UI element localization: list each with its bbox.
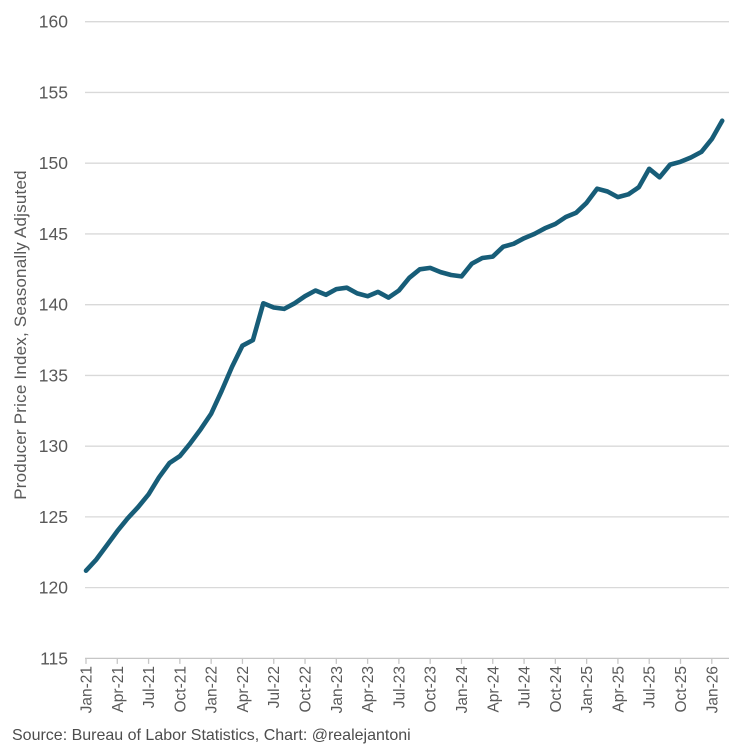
x-tick-label-Oct-21: Oct-21 [172, 666, 189, 713]
x-tick-label-Jul-22: Jul-22 [266, 666, 283, 708]
y-tick-label-130: 130 [39, 436, 68, 456]
x-tick-label-Jan-24: Jan-24 [454, 666, 471, 714]
x-tick-label-Jan-25: Jan-25 [579, 666, 596, 713]
x-tick-label-Oct-25: Oct-25 [673, 666, 690, 713]
y-tick-label-115: 115 [40, 648, 68, 668]
y-tick-label-160: 160 [39, 12, 68, 32]
x-tick-label-Apr-23: Apr-23 [360, 666, 377, 713]
x-axis-labels: Jan-21 Apr-21 Jul-21 Oct-21 Jan-22 Apr-22 Jul-… [79, 658, 721, 714]
x-tick-label-Jan-23: Jan-23 [329, 666, 346, 713]
x-tick-label-Oct-22: Oct-22 [298, 666, 315, 713]
y-tick-label-150: 150 [39, 153, 68, 173]
y-tick-label-155: 155 [39, 82, 68, 102]
source-attribution: Source: Bureau of Labor Statistics, Char… [12, 727, 411, 744]
x-tick-label-Oct-24: Oct-24 [548, 666, 565, 713]
ppi-series-line [83, 118, 725, 574]
y-axis-title: Producer Price Index, Seasonally Adjsute… [11, 170, 30, 500]
x-tick-label-Oct-23: Oct-23 [423, 666, 440, 713]
x-tick-label-Apr-21: Apr-21 [110, 666, 127, 713]
x-tick-label-Jul-25: Jul-25 [642, 666, 659, 708]
x-tick-label-Apr-22: Apr-22 [235, 666, 252, 713]
x-tick-label-Apr-24: Apr-24 [485, 666, 502, 713]
x-tick-label-Jul-23: Jul-23 [391, 666, 408, 708]
y-tick-label-135: 135 [39, 365, 68, 385]
x-tick-label-Jan-26: Jan-26 [704, 666, 721, 713]
gridlines [85, 21, 729, 589]
x-tick-label-Jul-21: Jul-21 [141, 666, 158, 708]
y-tick-label-145: 145 [39, 224, 68, 244]
x-tick-label-Jan-22: Jan-22 [204, 666, 221, 713]
x-tick-label-Jan-21: Jan-21 [79, 666, 96, 713]
y-tick-label-120: 120 [39, 578, 68, 598]
y-tick-label-140: 140 [39, 295, 68, 315]
x-tick-label-Apr-25: Apr-25 [610, 666, 627, 713]
y-tick-label-125: 125 [39, 507, 68, 527]
y-axis-labels: 115 120 125 130 135 140 145 150 155 160 [39, 12, 68, 669]
x-tick-label-Jul-24: Jul-24 [517, 666, 534, 709]
